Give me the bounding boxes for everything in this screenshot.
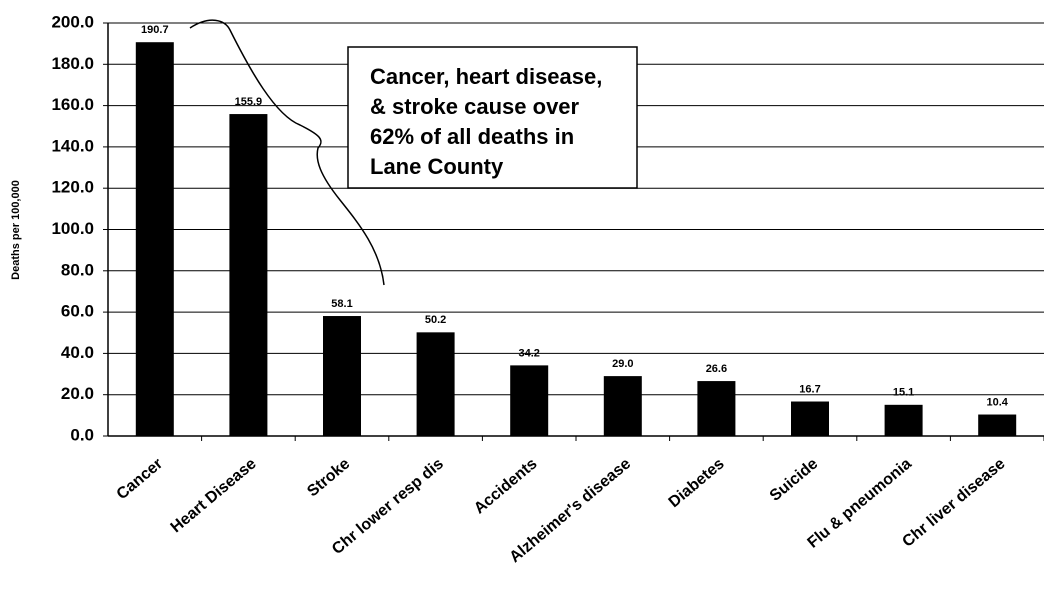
value-label: 50.2 — [425, 314, 446, 326]
y-tick-label: 80.0 — [61, 260, 94, 279]
y-tick-label: 40.0 — [61, 343, 94, 362]
bar — [323, 316, 361, 436]
x-tick-label: Suicide — [767, 455, 822, 505]
annotation-box — [347, 46, 638, 189]
y-tick-label: 60.0 — [61, 302, 94, 321]
value-label: 29.0 — [612, 358, 633, 370]
y-tick-label: 180.0 — [51, 54, 94, 73]
x-tick-label: Cancer — [114, 455, 166, 503]
annotation: Cancer, heart disease, & stroke cause ov… — [347, 46, 638, 189]
value-label: 58.1 — [331, 298, 352, 310]
brace — [189, 19, 385, 286]
bar — [510, 365, 549, 436]
value-label: 190.7 — [141, 24, 169, 36]
x-tick-label: Chr liver disease — [899, 455, 1008, 550]
x-tick-label: Accidents — [471, 455, 541, 517]
bar — [978, 414, 1017, 436]
annotation-line: 62% of all deaths in — [370, 124, 574, 149]
y-tick-label: 100.0 — [51, 219, 94, 238]
value-label: 34.2 — [518, 347, 539, 359]
annotation-line: & stroke cause over — [370, 94, 580, 119]
bar — [229, 114, 268, 436]
value-label: 16.7 — [799, 383, 820, 395]
bar — [416, 332, 455, 436]
value-label: 10.4 — [986, 396, 1008, 408]
bar — [135, 42, 174, 436]
y-tick-label: 160.0 — [51, 95, 94, 114]
bar — [791, 401, 829, 436]
x-tick-label: Diabetes — [666, 455, 728, 511]
y-axis-label: Deaths per 100,000 — [10, 180, 22, 280]
value-label: 155.9 — [235, 96, 263, 108]
x-tick-label: Stroke — [304, 455, 353, 500]
value-label: 26.6 — [706, 363, 727, 375]
x-tick-label: Heart Disease — [168, 455, 260, 536]
y-tick-label: 140.0 — [51, 136, 94, 155]
bar — [603, 376, 642, 436]
bar — [884, 404, 923, 436]
y-tick-label: 120.0 — [51, 178, 94, 197]
annotation-line: Cancer, heart disease, — [370, 64, 602, 89]
value-label: 15.1 — [893, 387, 914, 399]
annotation-line: Lane County — [370, 154, 504, 179]
y-tick-label: 0.0 — [70, 425, 94, 444]
bar — [697, 381, 736, 436]
y-tick-label: 200.0 — [51, 12, 94, 31]
y-tick-label: 20.0 — [61, 384, 94, 403]
